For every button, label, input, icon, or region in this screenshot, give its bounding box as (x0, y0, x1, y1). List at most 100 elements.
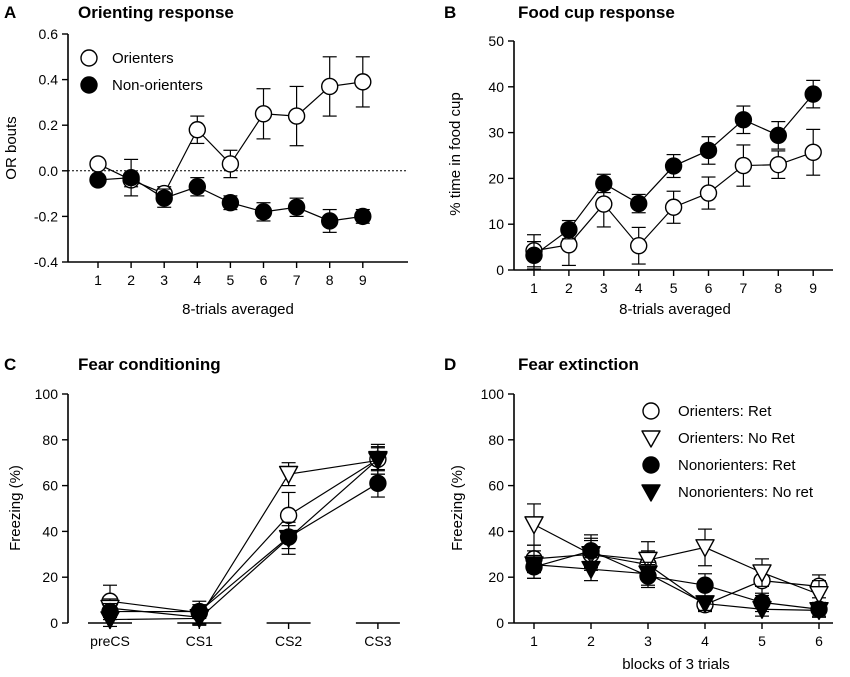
data-point (809, 586, 829, 605)
x-tick-label: CS2 (275, 633, 302, 649)
panel-b-x-axis-title: 8-trials averaged (619, 301, 731, 318)
panel-b-letter: B (444, 3, 456, 22)
series-non-orienters (89, 158, 372, 233)
data-point (188, 121, 207, 139)
y-tick-label: 60 (488, 478, 504, 494)
y-tick-label: 0.4 (39, 72, 59, 88)
series-orienters (525, 128, 822, 268)
y-tick-label: 50 (488, 33, 504, 49)
data-point (221, 155, 240, 173)
x-tick-label: 2 (565, 280, 573, 296)
y-tick-label: -0.2 (34, 208, 58, 224)
data-point (769, 155, 787, 174)
panel-a-title: Orienting response (78, 3, 234, 22)
x-tick-label: 5 (227, 272, 235, 288)
x-tick-label: 6 (260, 272, 268, 288)
legend-label-orienters-ret: Orienters: Ret (678, 403, 772, 420)
y-tick-label: 40 (488, 523, 504, 539)
panel-c-fear-conditioning: C Fear conditioning Freezing (%) 0 20 40 60… (4, 355, 400, 649)
x-tick-label: 1 (94, 272, 102, 288)
x-tick-label: 8 (326, 272, 334, 288)
data-point (734, 156, 753, 175)
data-point (630, 237, 648, 255)
data-point (695, 595, 715, 614)
data-point (100, 611, 120, 630)
data-point (321, 212, 339, 230)
legend-label-nonorienters-no-ret: Nonorienters: No ret (678, 484, 814, 501)
x-tick-label: CS1 (186, 633, 213, 649)
data-point (734, 111, 753, 129)
y-tick-label: 80 (42, 432, 58, 448)
data-point (321, 77, 339, 96)
data-point (595, 174, 613, 193)
data-point (89, 171, 107, 189)
y-tick-label: 20 (488, 569, 504, 585)
data-point (664, 198, 683, 216)
data-point (769, 126, 787, 145)
panel-a-legend: Orienters Non-orienters (80, 49, 203, 94)
panel-a-letter: A (4, 3, 16, 22)
panel-a-x-axis-title: 8-trials averaged (182, 301, 294, 318)
series-line-nonorienters-ret (533, 550, 820, 610)
legend-marker-nonorienters-ret (642, 456, 660, 474)
y-tick-label: 40 (488, 79, 504, 95)
legend-marker-nonorienters-no-ret (641, 484, 661, 502)
data-point (525, 246, 543, 265)
data-point (804, 143, 822, 161)
x-tick-label: 3 (600, 280, 608, 296)
data-point (630, 194, 648, 213)
panel-d-fear-extinction: D Fear extinction blocks of 3 trials Fre… (444, 355, 833, 673)
panel-d-title: Fear extinction (518, 355, 639, 374)
panel-c-letter: C (4, 355, 16, 374)
panel-c-title: Fear conditioning (78, 355, 221, 374)
series-line-nonorienters-no-ret (109, 458, 379, 621)
y-tick-label: 20 (42, 569, 58, 585)
series-orienters-no-ret (100, 446, 388, 627)
legend-marker-orienters-no-ret (641, 430, 661, 448)
legend-marker-non-orienters (80, 76, 98, 94)
x-tick-label: 5 (758, 633, 766, 649)
data-point (695, 539, 715, 558)
x-tick-label: 3 (160, 272, 168, 288)
x-tick-label: 1 (530, 633, 538, 649)
data-point (582, 542, 600, 560)
data-point (699, 141, 718, 160)
series-nonorienters-ret (525, 534, 828, 618)
series-line-orienters-no-ret (533, 523, 820, 595)
series-nonorienters-no-ret (100, 447, 388, 630)
y-tick-label: 0 (50, 615, 58, 631)
data-point (752, 600, 772, 619)
y-tick-label: 0 (496, 262, 504, 278)
data-point (581, 560, 601, 579)
legend-label-nonorienters-ret: Nonorienters: Ret (678, 457, 796, 474)
data-point (699, 184, 718, 202)
series-line-nonorienters-no-ret (533, 564, 820, 612)
data-point (804, 85, 822, 103)
data-point (809, 602, 829, 621)
y-tick-label: 0.2 (39, 117, 59, 133)
data-point (254, 203, 273, 221)
y-tick-label: 100 (481, 386, 505, 402)
y-tick-label: 100 (35, 386, 59, 402)
x-tick-label: 1 (530, 280, 538, 296)
legend-label-orienters-no-ret: Orienters: No Ret (678, 430, 796, 447)
data-point (354, 207, 372, 226)
panel-b-title: Food cup response (518, 3, 675, 22)
data-point (189, 610, 210, 629)
panel-b-food-cup-response: B Food cup response 8-trials averaged % … (444, 3, 833, 318)
data-point (188, 178, 207, 196)
panel-d-legend: Orienters: Ret Orienters: No Ret Nonorie… (641, 402, 814, 502)
panel-c-y-axis-title: Freezing (%) (7, 465, 24, 551)
y-tick-label: 40 (42, 523, 58, 539)
data-point (638, 551, 658, 570)
panel-d-letter: D (444, 355, 456, 374)
x-tick-label: 6 (815, 633, 823, 649)
data-point (595, 195, 613, 213)
x-tick-label: 2 (127, 272, 135, 288)
series-orienters-ret (101, 443, 387, 625)
x-tick-label: preCS (90, 633, 130, 649)
series-non-orienters (525, 79, 822, 270)
data-point (287, 198, 306, 216)
y-tick-label: 10 (488, 216, 504, 232)
